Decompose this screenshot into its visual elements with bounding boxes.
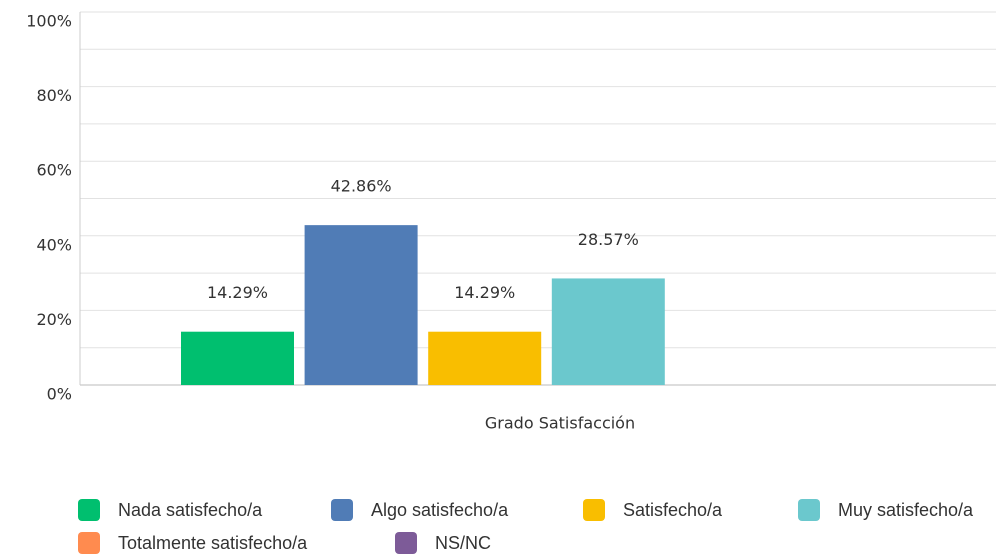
y-tick-label: 40% bbox=[36, 235, 72, 254]
data-label: 28.57% bbox=[578, 230, 639, 249]
legend-swatch bbox=[798, 499, 820, 521]
legend-label: Algo satisfecho/a bbox=[371, 500, 509, 520]
legend-label: Totalmente satisfecho/a bbox=[118, 533, 308, 553]
legend-label: NS/NC bbox=[435, 533, 491, 553]
bar bbox=[304, 225, 418, 385]
legend-swatch bbox=[331, 499, 353, 521]
legend-label: Satisfecho/a bbox=[623, 500, 723, 520]
y-tick-label: 100% bbox=[26, 12, 72, 31]
bar bbox=[551, 278, 665, 385]
x-axis-label: Grado Satisfacción bbox=[485, 414, 635, 433]
bar bbox=[181, 331, 294, 385]
bar bbox=[428, 331, 542, 385]
legend-swatch bbox=[78, 499, 100, 521]
y-tick-label: 20% bbox=[36, 310, 72, 329]
y-tick-label: 80% bbox=[36, 86, 72, 105]
data-label: 14.29% bbox=[454, 283, 515, 302]
legend-label: Muy satisfecho/a bbox=[838, 500, 974, 520]
legend-swatch bbox=[583, 499, 605, 521]
data-label: 42.86% bbox=[331, 177, 392, 196]
y-tick-label: 0% bbox=[47, 385, 72, 404]
data-label: 14.29% bbox=[207, 283, 268, 302]
y-tick-label: 60% bbox=[36, 161, 72, 180]
legend-swatch bbox=[78, 532, 100, 554]
legend-label: Nada satisfecho/a bbox=[118, 500, 263, 520]
legend-swatch bbox=[395, 532, 417, 554]
